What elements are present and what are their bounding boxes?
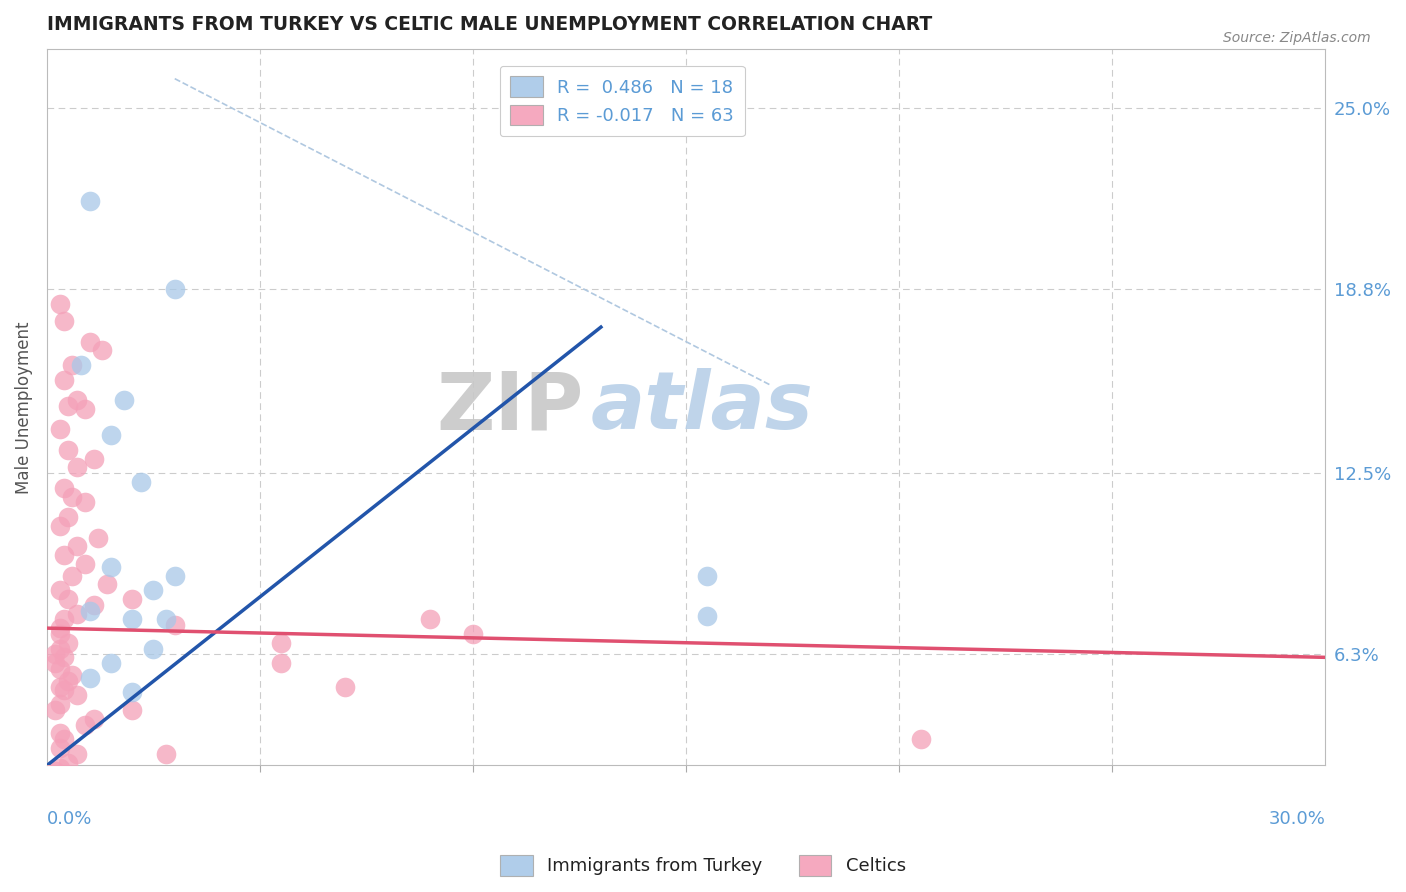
Point: [83, 598, 105, 612]
Point: [75, 557, 97, 571]
Point: [48, 627, 70, 641]
Point: [910, 732, 932, 747]
Point: [79, 671, 101, 685]
Point: [52, 650, 75, 665]
Point: [70, 358, 93, 372]
Point: [79, 334, 101, 349]
Point: [48, 680, 70, 694]
Point: [96, 577, 118, 591]
Point: [270, 657, 292, 671]
Point: [44, 648, 66, 662]
Point: [83, 712, 105, 726]
Text: ZIP: ZIP: [437, 368, 583, 447]
Point: [155, 747, 177, 761]
Point: [48, 761, 70, 775]
Point: [48, 519, 70, 533]
Point: [163, 568, 186, 582]
Point: [66, 460, 89, 475]
Point: [121, 703, 143, 717]
Point: [335, 680, 357, 694]
Point: [66, 607, 89, 621]
Point: [58, 510, 80, 524]
Text: atlas: atlas: [591, 368, 813, 447]
Point: [419, 612, 441, 626]
Point: [48, 726, 70, 740]
Point: [48, 662, 70, 676]
Text: IMMIGRANTS FROM TURKEY VS CELTIC MALE UNEMPLOYMENT CORRELATION CHART: IMMIGRANTS FROM TURKEY VS CELTIC MALE UN…: [46, 15, 932, 34]
Point: [62, 568, 84, 582]
Point: [62, 358, 84, 372]
Point: [52, 548, 75, 562]
Point: [48, 697, 70, 711]
Point: [48, 641, 70, 656]
Point: [66, 747, 89, 761]
Point: [75, 401, 97, 416]
Point: [58, 399, 80, 413]
Point: [163, 282, 186, 296]
Point: [142, 583, 165, 598]
Point: [62, 490, 84, 504]
Point: [129, 475, 152, 489]
Point: [44, 703, 66, 717]
Point: [163, 618, 186, 632]
Point: [83, 451, 105, 466]
Y-axis label: Male Unemployment: Male Unemployment: [15, 321, 32, 493]
Text: 0.0%: 0.0%: [46, 810, 93, 828]
Point: [121, 612, 143, 626]
Point: [66, 393, 89, 408]
Text: Source: ZipAtlas.com: Source: ZipAtlas.com: [1223, 31, 1371, 45]
Point: [58, 591, 80, 606]
Point: [87, 531, 110, 545]
Point: [696, 609, 718, 624]
Text: 30.0%: 30.0%: [1268, 810, 1326, 828]
Point: [91, 343, 114, 358]
Point: [58, 636, 80, 650]
Point: [66, 689, 89, 703]
Point: [44, 764, 66, 779]
Point: [155, 612, 177, 626]
Point: [696, 568, 718, 582]
Point: [48, 621, 70, 635]
Point: [79, 604, 101, 618]
Point: [58, 673, 80, 688]
Point: [121, 591, 143, 606]
Point: [112, 393, 135, 408]
Point: [48, 583, 70, 598]
Point: [461, 627, 484, 641]
Point: [58, 442, 80, 457]
Point: [79, 194, 101, 209]
Legend: R =  0.486   N = 18, R = -0.017   N = 63: R = 0.486 N = 18, R = -0.017 N = 63: [499, 66, 745, 136]
Point: [100, 428, 122, 442]
Point: [52, 314, 75, 328]
Point: [121, 685, 143, 699]
Point: [75, 495, 97, 509]
Point: [52, 682, 75, 697]
Point: [52, 481, 75, 495]
Point: [142, 641, 165, 656]
Point: [48, 296, 70, 310]
Point: [100, 559, 122, 574]
Point: [75, 717, 97, 731]
Point: [58, 756, 80, 770]
Legend: Immigrants from Turkey, Celtics: Immigrants from Turkey, Celtics: [494, 847, 912, 883]
Point: [52, 612, 75, 626]
Point: [48, 422, 70, 436]
Point: [270, 636, 292, 650]
Point: [44, 657, 66, 671]
Point: [52, 373, 75, 387]
Point: [52, 732, 75, 747]
Point: [66, 539, 89, 553]
Point: [100, 657, 122, 671]
Point: [62, 668, 84, 682]
Point: [48, 741, 70, 756]
